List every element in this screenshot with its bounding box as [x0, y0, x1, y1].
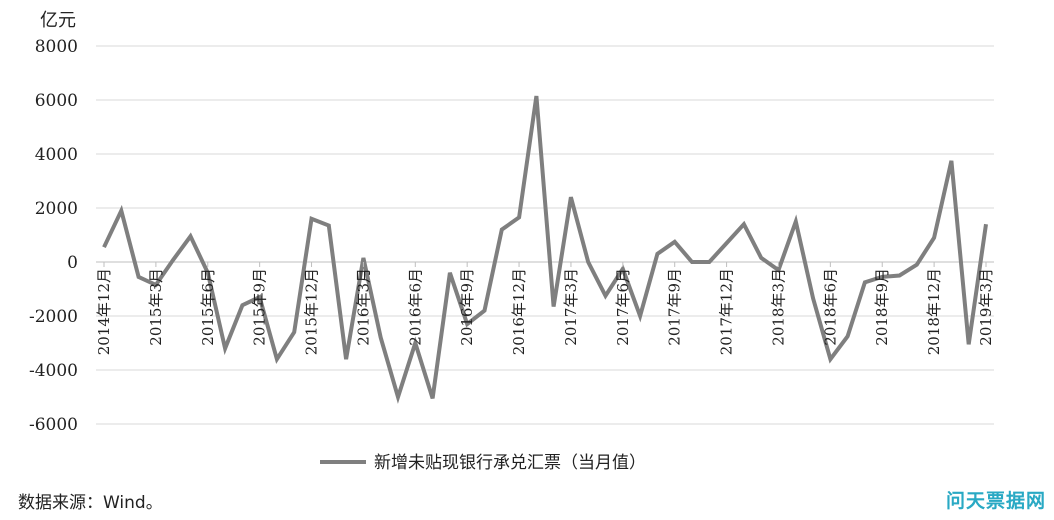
grid-lines: [96, 45, 994, 425]
x-tick-label: 2017年3月: [562, 268, 580, 346]
x-tick-label: 2015年6月: [199, 268, 217, 346]
y-tick-label: 2000: [35, 199, 78, 219]
x-axis-ticks: 2014年12月 2015年3月 2015年6月 2015年9月 2015年12月 201…: [95, 262, 995, 355]
y-tick-label: 0: [67, 253, 78, 273]
watermark-logo: 问天票据网: [945, 490, 1046, 512]
x-tick-label: 2018年12月: [925, 268, 943, 355]
y-tick-label: -4000: [29, 361, 78, 381]
x-tick-label: 2016年9月: [458, 268, 476, 346]
x-tick-label: 2014年12月: [95, 268, 113, 355]
series-line: [102, 95, 988, 404]
x-tick-label: 2017年12月: [718, 268, 736, 355]
x-tick-label: 2016年12月: [510, 268, 528, 355]
y-tick-label: -2000: [29, 307, 78, 327]
x-tick-label: 2015年12月: [303, 268, 321, 355]
y-axis-unit: 亿元: [40, 10, 76, 31]
source-note: 数据来源：Wind。: [18, 493, 163, 513]
y-axis-ticks: 8000 6000 4000 2000 0 -2000 -4000 -6000: [29, 37, 78, 435]
y-tick-label: 8000: [35, 37, 78, 57]
x-tick-label: 2018年9月: [873, 268, 891, 346]
x-tick-label: 2015年9月: [251, 268, 269, 346]
x-tick-label: 2016年6月: [406, 268, 424, 346]
y-tick-label: 6000: [35, 91, 78, 111]
legend: 新增未贴现银行承兑汇票（当月值）: [320, 453, 646, 473]
series-lines: [102, 95, 988, 404]
x-tick-label: 2015年3月: [147, 268, 165, 346]
x-tick-label: 2018年6月: [821, 268, 839, 346]
x-tick-label: 2017年6月: [614, 268, 632, 346]
x-tick-label: 2018年3月: [769, 268, 787, 346]
y-tick-label: -6000: [29, 415, 78, 435]
legend-label: 新增未贴现银行承兑汇票（当月值）: [374, 453, 646, 473]
x-tick-label: 2019年3月: [977, 268, 995, 346]
x-tick-label: 2016年3月: [354, 268, 372, 346]
y-tick-label: 4000: [35, 145, 78, 165]
x-tick-label: 2017年9月: [666, 268, 684, 346]
